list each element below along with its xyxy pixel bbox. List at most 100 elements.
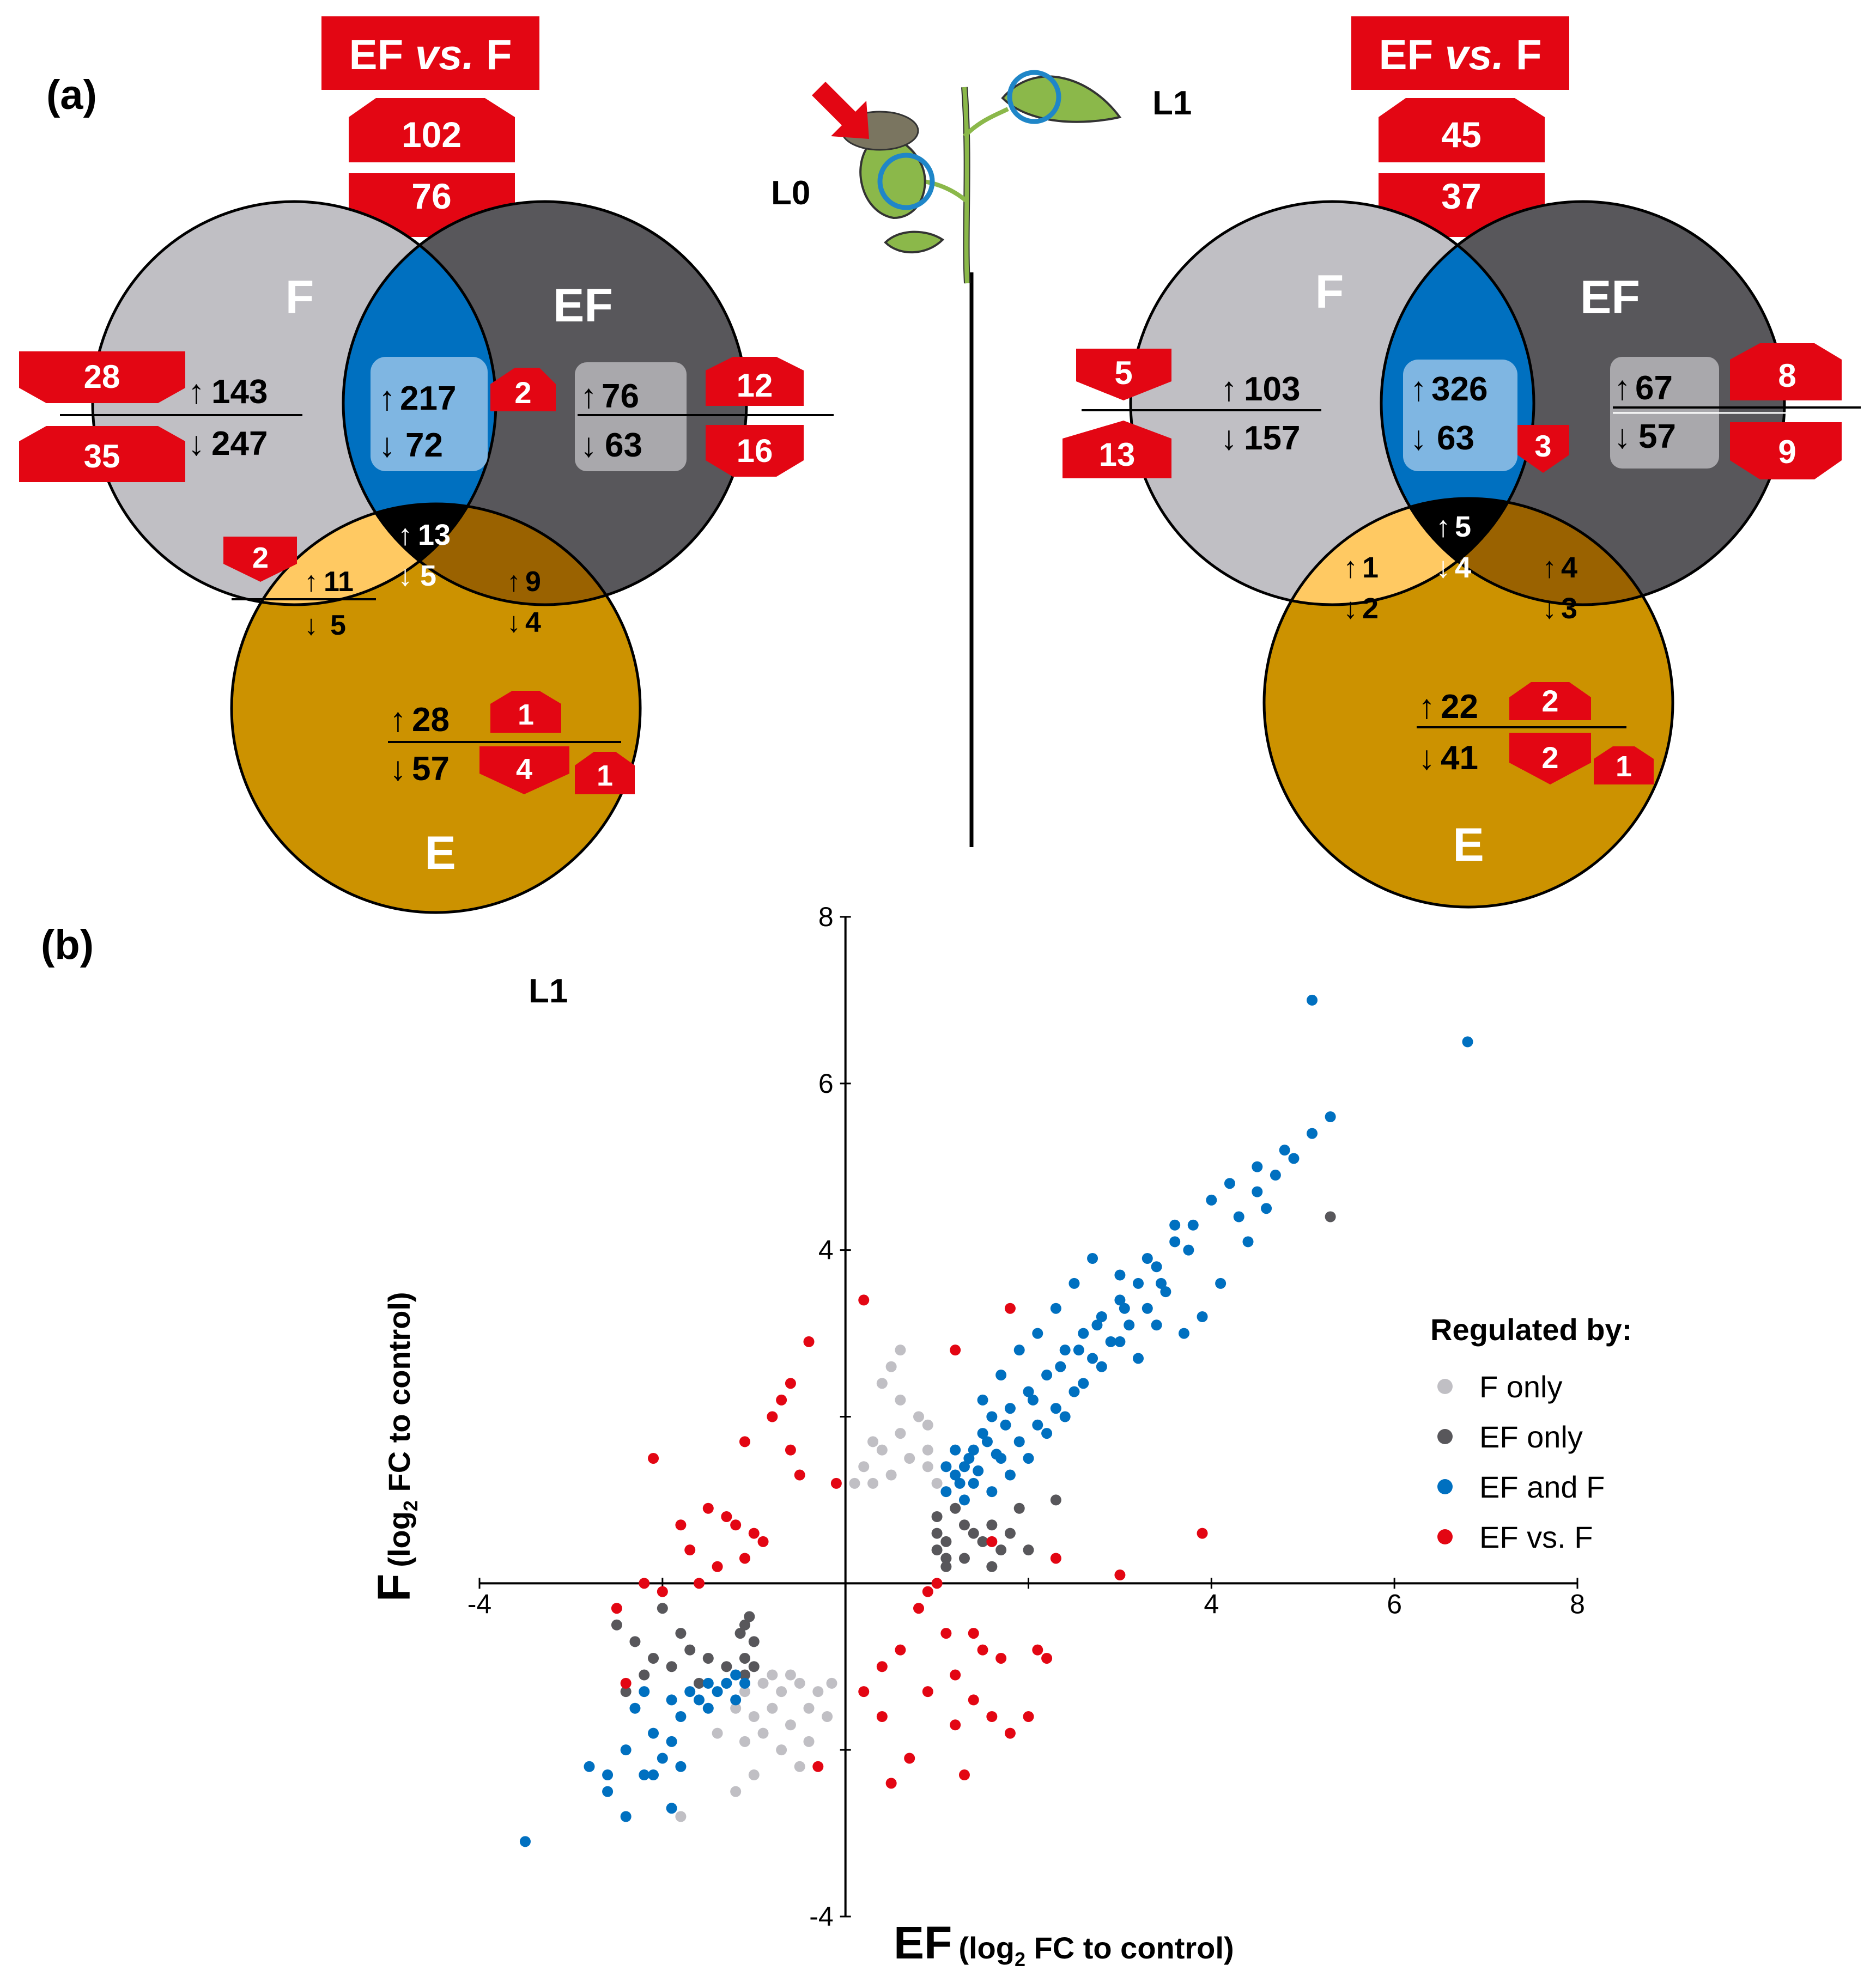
point-ef-and-f	[666, 1803, 677, 1814]
point-ef-vs-f	[1004, 1303, 1016, 1314]
legend-title: Regulated by:	[1430, 1312, 1632, 1347]
left-e-only-down: ↓ 57	[390, 750, 450, 788]
right-ef-and-f-badge	[1517, 425, 1569, 473]
y-tick-label: -4	[809, 1901, 833, 1932]
point-ef-and-f	[519, 1836, 531, 1847]
point-ef-vs-f	[812, 1761, 824, 1772]
point-ef-only	[639, 1669, 650, 1681]
point-f-only	[895, 1428, 906, 1439]
point-f-only	[812, 1686, 824, 1698]
right-e-only-badge-down	[1509, 733, 1591, 784]
point-f-only	[849, 1477, 860, 1489]
point-f-only	[776, 1686, 787, 1698]
point-ef-and-f	[1142, 1252, 1153, 1264]
point-ef-vs-f	[1114, 1570, 1126, 1581]
point-ef-vs-f	[748, 1528, 760, 1539]
point-ef-vs-f	[986, 1711, 998, 1722]
point-ef-and-f	[666, 1694, 677, 1706]
point-ef-vs-f	[904, 1753, 915, 1764]
point-ef-and-f	[1160, 1286, 1171, 1298]
point-ef-and-f	[739, 1677, 750, 1689]
svg-text:1: 1	[597, 759, 613, 792]
right-header-badge	[1351, 16, 1569, 90]
point-ef-and-f	[1114, 1269, 1126, 1281]
x-tick-label: -4	[468, 1589, 491, 1619]
right-e-only-badge-up	[1509, 682, 1591, 720]
right-e-only-down: ↓ 41	[1418, 739, 1478, 777]
point-ef-only	[739, 1669, 750, 1681]
point-f-only	[675, 1811, 687, 1822]
right-e-only-up: ↑ 22	[1418, 688, 1478, 726]
point-ef-and-f	[1151, 1261, 1162, 1273]
point-ef-and-f	[1133, 1353, 1144, 1364]
left-header-down: 76	[411, 176, 451, 216]
point-ef-vs-f	[730, 1519, 742, 1531]
point-ef-and-f	[1023, 1386, 1034, 1397]
point-ef-only	[1004, 1528, 1016, 1539]
left-f-and-e-badge	[223, 537, 297, 582]
point-ef-and-f	[639, 1686, 650, 1698]
svg-text:4: 4	[516, 753, 532, 786]
legend-marker-ef-and-f	[1437, 1479, 1453, 1494]
point-ef-and-f	[1187, 1219, 1199, 1231]
point-ef-vs-f	[712, 1561, 723, 1572]
point-f-only	[739, 1686, 750, 1698]
point-f-only	[785, 1719, 796, 1731]
point-ef-only	[1023, 1544, 1034, 1556]
point-ef-vs-f	[767, 1411, 778, 1422]
point-ef-and-f	[675, 1761, 687, 1772]
point-ef-and-f	[657, 1753, 668, 1764]
point-ef-only	[958, 1553, 970, 1564]
point-ef-and-f	[1068, 1386, 1080, 1397]
point-ef-and-f	[973, 1465, 984, 1476]
point-ef-and-f	[958, 1494, 970, 1506]
right-ef-and-e-down: ↓ 3	[1542, 592, 1577, 625]
point-ef-and-f	[968, 1444, 979, 1456]
point-ef-and-f	[1142, 1303, 1153, 1314]
point-ef-only	[629, 1636, 641, 1647]
point-ef-and-f	[1078, 1378, 1089, 1389]
right-venn: EF vs. F 45 37 F EF E ↑ 103 ↓ 157 5 13 ↑ 32…	[1063, 16, 1861, 909]
svg-text:13: 13	[1099, 436, 1136, 473]
left-label-f: F	[286, 271, 314, 324]
point-ef-vs-f	[675, 1519, 687, 1531]
point-ef-vs-f	[950, 1669, 961, 1681]
point-ef-and-f	[954, 1477, 966, 1489]
point-ef-and-f	[1224, 1178, 1235, 1189]
point-f-only	[895, 1345, 906, 1356]
legend-label-ef-and-f: EF and F	[1479, 1470, 1605, 1504]
point-ef-and-f	[602, 1786, 614, 1797]
point-ef-and-f	[1087, 1353, 1098, 1364]
point-ef-and-f	[940, 1486, 952, 1498]
point-ef-and-f	[675, 1711, 687, 1722]
left-header-text: EF vs. F	[349, 31, 512, 78]
point-ef-only	[986, 1519, 998, 1531]
point-ef-and-f	[1307, 1128, 1318, 1139]
point-ef-only	[1050, 1494, 1061, 1506]
point-ef-and-f	[1055, 1361, 1066, 1372]
point-ef-only	[721, 1661, 732, 1672]
point-f-only	[748, 1769, 760, 1781]
point-ef-vs-f	[895, 1644, 906, 1656]
left-ef-and-f-up: ↑ 217	[379, 380, 456, 417]
left-header-up-badge	[349, 98, 515, 162]
point-ef-only	[1013, 1502, 1025, 1514]
x-tick-label: 4	[1204, 1589, 1219, 1619]
point-ef-vs-f	[922, 1586, 933, 1597]
point-ef-vs-f	[931, 1578, 943, 1589]
svg-text:2: 2	[252, 542, 269, 574]
point-ef-only	[931, 1528, 943, 1539]
point-ef-only	[931, 1544, 943, 1556]
left-e-only-badge-up	[490, 691, 561, 733]
point-ef-and-f	[940, 1461, 952, 1473]
point-ef-and-f	[1252, 1186, 1263, 1197]
point-ef-vs-f	[721, 1511, 732, 1522]
point-f-only	[885, 1361, 897, 1372]
point-ef-and-f	[620, 1744, 632, 1756]
right-header-down: 37	[1441, 176, 1481, 216]
right-f-only-badge-up	[1076, 349, 1171, 400]
right-all-up: ↑ 5	[1436, 510, 1471, 543]
point-ef-and-f	[1050, 1303, 1061, 1314]
point-ef-vs-f	[648, 1452, 659, 1464]
right-all-down: ↓ 4	[1436, 551, 1471, 584]
